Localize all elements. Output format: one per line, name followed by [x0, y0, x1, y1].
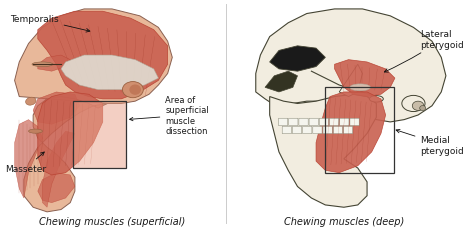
Polygon shape — [270, 47, 325, 72]
Polygon shape — [61, 56, 158, 90]
FancyBboxPatch shape — [289, 119, 298, 126]
Ellipse shape — [32, 63, 53, 67]
FancyBboxPatch shape — [299, 119, 308, 126]
FancyBboxPatch shape — [343, 127, 353, 134]
Text: Chewing muscles (superficial): Chewing muscles (superficial) — [39, 216, 185, 226]
Ellipse shape — [369, 96, 383, 103]
Text: Chewing muscles (deep): Chewing muscles (deep) — [284, 216, 404, 226]
Polygon shape — [316, 93, 386, 173]
Polygon shape — [38, 12, 168, 99]
Text: Area of
superficial
muscle
dissection: Area of superficial muscle dissection — [129, 95, 209, 136]
FancyBboxPatch shape — [302, 127, 312, 134]
Polygon shape — [38, 56, 70, 72]
Text: Lateral
pterygoid: Lateral pterygoid — [384, 30, 464, 73]
Ellipse shape — [26, 98, 36, 106]
FancyBboxPatch shape — [282, 127, 292, 134]
Ellipse shape — [350, 85, 371, 91]
FancyBboxPatch shape — [309, 119, 319, 126]
Bar — [325, 88, 394, 173]
Text: Masseter: Masseter — [5, 152, 46, 173]
Polygon shape — [335, 60, 395, 97]
Ellipse shape — [419, 106, 426, 111]
Ellipse shape — [28, 130, 43, 134]
FancyBboxPatch shape — [279, 119, 288, 126]
Ellipse shape — [402, 96, 425, 112]
FancyBboxPatch shape — [329, 119, 339, 126]
Polygon shape — [43, 132, 75, 207]
Polygon shape — [38, 93, 103, 175]
FancyBboxPatch shape — [313, 127, 322, 134]
FancyBboxPatch shape — [350, 119, 359, 126]
FancyBboxPatch shape — [333, 127, 343, 134]
Ellipse shape — [412, 102, 424, 111]
Polygon shape — [270, 95, 376, 207]
Polygon shape — [339, 65, 363, 97]
Text: Temporalis: Temporalis — [10, 15, 90, 33]
FancyBboxPatch shape — [292, 127, 301, 134]
Bar — [73, 102, 126, 168]
Ellipse shape — [122, 82, 143, 98]
Polygon shape — [38, 173, 75, 203]
Polygon shape — [33, 93, 80, 125]
Polygon shape — [15, 120, 43, 198]
FancyBboxPatch shape — [323, 127, 332, 134]
Polygon shape — [265, 72, 298, 93]
Ellipse shape — [129, 85, 141, 95]
Text: Medial
pterygoid: Medial pterygoid — [396, 130, 464, 155]
Polygon shape — [15, 10, 172, 212]
FancyBboxPatch shape — [340, 119, 349, 126]
FancyBboxPatch shape — [319, 119, 328, 126]
Polygon shape — [256, 10, 446, 122]
